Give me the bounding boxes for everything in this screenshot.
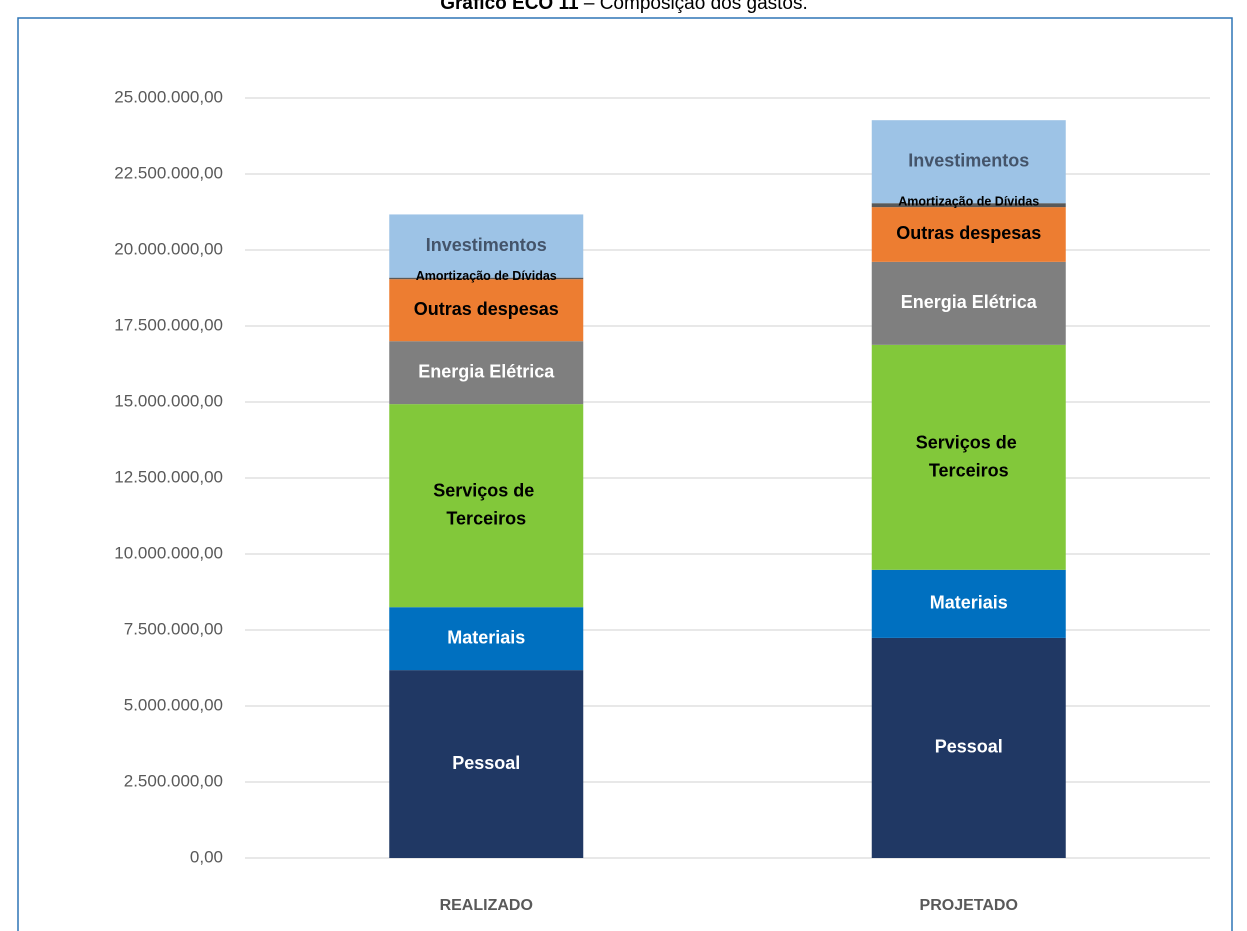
bar-segment: [871, 207, 1066, 262]
bar-segment: [389, 404, 584, 608]
y-tick-label: 10.000.000,00: [114, 543, 223, 562]
bar-segment: [389, 341, 584, 405]
x-tick-label: PROJETADO: [920, 897, 1018, 914]
bar-segment: [389, 214, 584, 278]
y-tick-label: 22.500.000,00: [114, 163, 223, 182]
bar-segment: [871, 203, 1066, 208]
bar-segment: [871, 637, 1066, 858]
y-tick-label: 5.000.000,00: [124, 695, 223, 714]
data-label: Outras despesas: [414, 299, 559, 319]
data-label-line: Terceiros: [446, 508, 526, 528]
y-tick-label: 7.500.000,00: [124, 619, 223, 638]
data-label: Amortização de Dívidas: [416, 269, 557, 283]
title-text: – Composição dos gastos.: [584, 0, 808, 14]
data-label: Pessoal: [452, 753, 520, 773]
bar-segment: [389, 607, 584, 671]
chart-title: Gráfico ECO 11 – Composição dos gastos.: [440, 0, 808, 14]
data-label: Investimentos: [908, 150, 1029, 170]
data-label: Materiais: [447, 627, 525, 647]
data-label-line: Serviços de: [433, 480, 539, 500]
bar-segment: [871, 261, 1066, 345]
data-label-line: Serviços de: [916, 432, 1022, 452]
bar-segment: [389, 277, 584, 280]
data-label: Energia Elétrica: [901, 292, 1038, 312]
y-tick-label: 20.000.000,00: [114, 239, 223, 258]
data-label: Energia Elétrica: [418, 361, 555, 381]
data-label: Outras despesas: [896, 223, 1041, 243]
bar-segment: [871, 569, 1066, 638]
data-label: Pessoal: [935, 737, 1003, 757]
y-tick-label: 17.500.000,00: [114, 315, 223, 334]
bar-segment: [389, 670, 584, 858]
data-label: Investimentos: [426, 235, 547, 255]
y-tick-label: 25.000.000,00: [114, 87, 223, 106]
x-tick-label: REALIZADO: [440, 897, 533, 914]
bar-segment: [389, 279, 584, 342]
y-tick-label: 15.000.000,00: [114, 391, 223, 410]
y-tick-label: 2.500.000,00: [124, 771, 223, 790]
bar-segment: [871, 344, 1066, 570]
data-label: Amortização de Dívidas: [898, 194, 1039, 208]
data-label: Serviços de Terceiros: [916, 432, 1022, 480]
bar-segment: [871, 120, 1066, 204]
y-tick-label: 0,00: [190, 847, 223, 866]
title-label: Gráfico ECO 11: [440, 0, 579, 14]
data-label-line: Terceiros: [929, 460, 1009, 480]
y-tick-label: 12.500.000,00: [114, 467, 223, 486]
data-label: Serviços de Terceiros: [433, 480, 539, 528]
data-label: Materiais: [930, 593, 1008, 613]
